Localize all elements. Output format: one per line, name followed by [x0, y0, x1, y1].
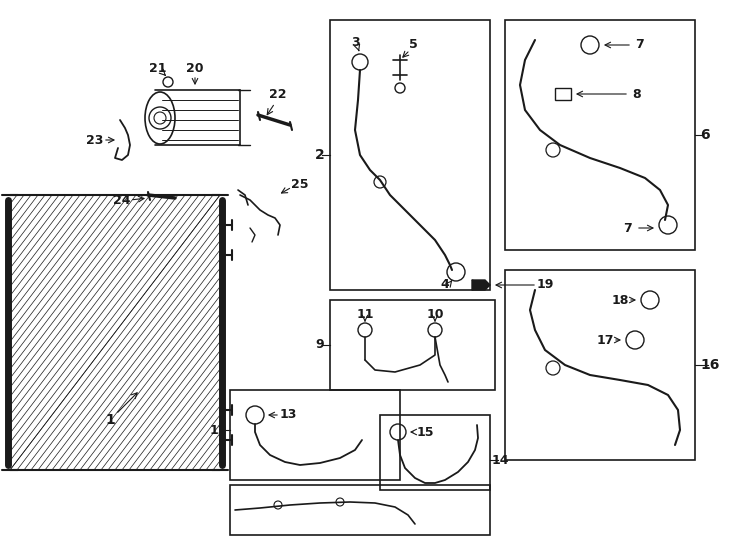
Text: 21: 21: [149, 62, 167, 75]
Bar: [380, 415, 490, 490]
Polygon shape: [472, 280, 490, 290]
Text: 9: 9: [316, 339, 324, 352]
Text: 13: 13: [280, 408, 297, 422]
Bar: [330, 300, 495, 390]
Bar: [230, 390, 400, 480]
Text: 16: 16: [700, 358, 720, 372]
Text: 23: 23: [87, 133, 103, 146]
Text: 18: 18: [611, 294, 629, 307]
Text: 1: 1: [105, 413, 115, 427]
Bar: [505, 270, 695, 460]
Text: 19: 19: [537, 279, 553, 292]
Bar: [555, 88, 571, 100]
Text: 15: 15: [416, 426, 434, 438]
Text: 2: 2: [315, 148, 325, 162]
Text: 10: 10: [426, 308, 444, 321]
Text: 20: 20: [186, 62, 204, 75]
Text: 25: 25: [291, 179, 309, 192]
Text: 22: 22: [269, 89, 287, 102]
Bar: [230, 485, 490, 535]
Text: 4: 4: [440, 279, 449, 292]
Bar: [330, 20, 490, 290]
Text: 5: 5: [409, 38, 418, 51]
Text: 8: 8: [633, 87, 642, 100]
Bar: [505, 20, 695, 250]
Text: 24: 24: [113, 193, 131, 206]
Text: 6: 6: [700, 128, 710, 142]
Text: 11: 11: [356, 308, 374, 321]
Text: 3: 3: [351, 36, 360, 49]
Text: 12: 12: [209, 423, 227, 436]
Text: 14: 14: [491, 454, 509, 467]
Text: 17: 17: [596, 334, 614, 347]
Text: 7: 7: [624, 221, 633, 234]
Text: 7: 7: [636, 38, 644, 51]
